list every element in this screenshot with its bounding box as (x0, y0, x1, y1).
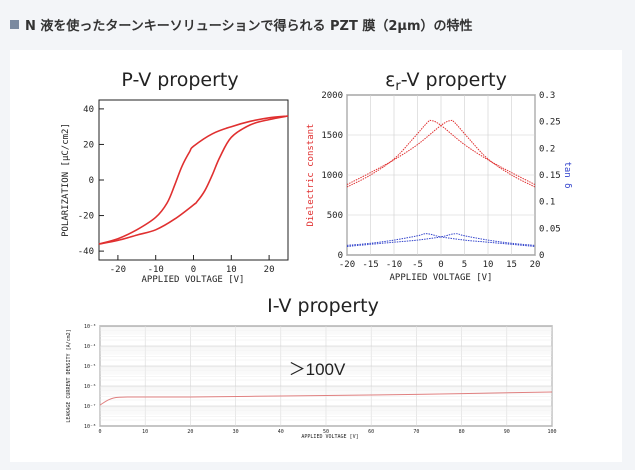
er-series-line-3 (346, 233, 536, 247)
er-xtick-label: -5 (412, 260, 423, 270)
er-ylabel-right: tan δ (562, 161, 572, 188)
pv-xtick-label: -10 (148, 265, 164, 275)
iv-ytick-label: 10⁻⁷ (84, 404, 96, 410)
er-xtick-label: 20 (530, 260, 541, 270)
er-series-line-2 (346, 233, 536, 247)
square-bullet-icon (10, 19, 19, 29)
er-xlabel: APPLIED VOLTAGE [V] (390, 273, 493, 283)
iv-xtick-label: 70 (413, 429, 419, 435)
pv-xtick-label: 10 (226, 265, 237, 275)
page-title: N 液を使ったターンキーソリューションで得られる PZT 膜（2μm）の特性 (25, 18, 473, 34)
pv-chart: -20 -10 0 10 20 40 20 0 -20 -40 APPLIED VOLTAGE … (61, 99, 289, 285)
pv-title: P-V property (121, 69, 238, 91)
iv-ytick-label: 10⁻⁵ (84, 364, 96, 370)
pv-ytick-label: 40 (83, 105, 94, 115)
pv-xtick-label: -20 (110, 265, 126, 275)
er-xtick-label: 15 (506, 260, 517, 270)
figure-panel: P-V property -20 -10 0 10 20 40 20 0 -20 -40 APP… (10, 50, 622, 462)
er-xtick-label: -15 (362, 260, 378, 270)
er-ytick-right-label: 0.1 (539, 198, 555, 208)
er-chart: -20 -15 -10 -5 0 5 10 15 20 2000 1500 1000 500 0 0.3… (306, 91, 572, 283)
pv-series-line-0 (98, 115, 289, 245)
er-ytick-right-label: 0 (539, 251, 544, 261)
iv-xtick-label: 30 (233, 429, 239, 435)
er-ytick-label: 0 (338, 251, 343, 261)
er-ytick-right-label: 0.2 (539, 144, 555, 154)
pv-ylabel: POLARIZATION [μC/cm2] (61, 123, 71, 237)
er-ylabel: Dielectric constant (306, 124, 316, 227)
iv-xtick-label: 0 (98, 429, 101, 435)
pv-series-line-1 (98, 115, 289, 245)
pv-frame (98, 99, 289, 261)
er-ytick-label: 500 (327, 211, 343, 221)
iv-ytick-label: 10⁻⁶ (84, 384, 96, 390)
er-ytick-right-label: 0.3 (539, 91, 555, 101)
iv-xtick-label: 100 (547, 429, 556, 435)
er-ytick-right-label: 0.05 (539, 224, 561, 234)
iv-xtick-label: 90 (504, 429, 510, 435)
pv-xtick-label: 20 (264, 265, 275, 275)
iv-xtick-label: 20 (187, 429, 193, 435)
er-ytick-right-label: 0.25 (539, 118, 561, 128)
er-ytick-label: 1000 (321, 171, 343, 181)
iv-ytick-label: 10⁻⁴ (84, 344, 96, 350)
er-ytick-right-label: 0.15 (539, 171, 561, 181)
page-header: N 液を使ったターンキーソリューションで得られる PZT 膜（2μm）の特性 (10, 14, 473, 34)
iv-xtick-label: 60 (368, 429, 374, 435)
er-xtick-label: 10 (483, 260, 494, 270)
iv-title: I-V property (267, 295, 379, 317)
er-title: εr-V property (385, 69, 507, 94)
iv-ylabel: LEAKAGE CURRENT DENSITY [A/cm2] (66, 329, 72, 422)
iv-xtick-label: 10 (142, 429, 148, 435)
iv-ytick-label: 10⁻⁸ (84, 424, 96, 430)
er-xtick-label: -10 (386, 260, 402, 270)
pv-ytick-label: -20 (78, 212, 94, 222)
iv-xtick-label: 40 (278, 429, 284, 435)
iv-xtick-label: 50 (323, 429, 329, 435)
er-xtick-label: -20 (339, 260, 355, 270)
pv-ytick-label: 20 (83, 140, 94, 150)
iv-xtick-label: 80 (459, 429, 465, 435)
pv-xtick-label: 0 (191, 265, 196, 275)
er-xtick-label: 0 (438, 260, 443, 270)
iv-ytick-label: 10⁻³ (84, 324, 96, 330)
er-xtick-label: 5 (462, 260, 467, 270)
iv-xlabel: APPLIED VOLTAGE [V] (301, 434, 358, 440)
er-series-line-1 (346, 119, 536, 188)
iv-chart: 0 10 20 30 40 50 60 70 80 90 100 10⁻³ 10⁻⁴ 10⁻⁵ 10⁻⁶ 1… (66, 324, 557, 440)
er-ytick-label: 1500 (321, 131, 343, 141)
pv-ytick-label: 0 (89, 176, 94, 186)
er-ytick-label: 2000 (321, 91, 343, 101)
iv-annotation: ＞100V (289, 360, 346, 379)
pv-ytick-label: -40 (78, 247, 94, 257)
pv-xlabel: APPLIED VOLTAGE [V] (142, 275, 245, 285)
iv-series-line-0 (99, 391, 553, 406)
